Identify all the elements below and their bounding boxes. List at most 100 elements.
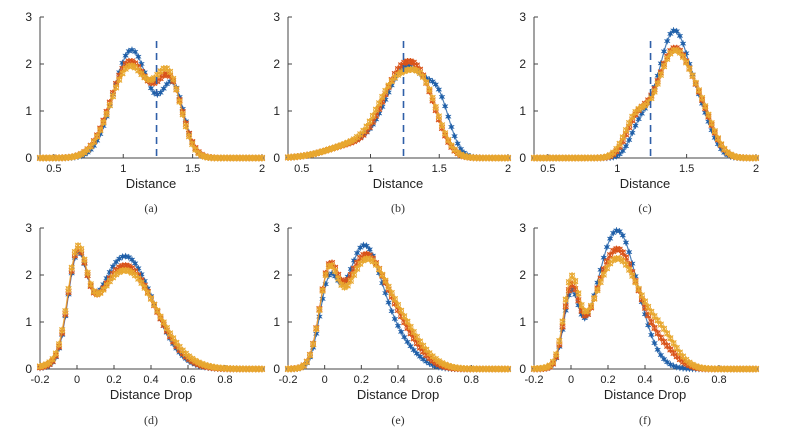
data-point-ring	[629, 113, 636, 120]
y-tick-label: 0	[273, 151, 280, 165]
x-tick-label: 0.4	[390, 374, 405, 386]
data-point-ring	[106, 278, 113, 285]
data-point-ring	[651, 313, 658, 320]
x-tick-label: 0.2	[600, 374, 615, 386]
data-point-ring	[357, 260, 364, 267]
data-point-ring	[547, 362, 553, 369]
data-point-ring	[667, 346, 674, 353]
data-point-ring	[189, 141, 196, 147]
data-point-ring	[591, 295, 598, 302]
data-point-ring	[392, 74, 398, 81]
data-point-ring	[186, 133, 192, 140]
data-point-ring	[94, 133, 100, 140]
data-point-ring	[585, 308, 591, 314]
data-point-ring	[385, 82, 392, 89]
data-point-ring	[451, 146, 458, 153]
panel-caption: (b)	[391, 201, 405, 215]
data-point-ring	[97, 290, 104, 296]
data-point-ring	[192, 146, 199, 153]
data-point-ring	[170, 76, 177, 82]
data-point	[616, 227, 624, 236]
data-point-ring	[91, 139, 97, 145]
data-point	[438, 92, 446, 101]
data-point-ring	[664, 55, 671, 62]
data-point-ring	[363, 123, 370, 130]
data-point-ring	[654, 330, 661, 336]
data-point-ring	[173, 340, 180, 346]
data-point-ring	[689, 72, 696, 79]
data-point-ring	[395, 302, 401, 308]
data-point-ring	[718, 141, 724, 148]
data-point-ring	[179, 111, 186, 118]
panel-a: 0 1 2 3 0.5 1 1.5 2 Distance (a)	[25, 10, 266, 215]
data-point-ring	[370, 258, 376, 264]
x-tick-label: -0.2	[525, 374, 544, 386]
x-tick-label: 0.6	[180, 374, 195, 386]
data-point-ring	[623, 254, 629, 261]
data-point-ring	[49, 356, 56, 362]
data-point	[651, 339, 658, 348]
x-axis-label: Distance Drop	[604, 387, 686, 402]
data-point-ring	[100, 286, 107, 293]
data-point-ring	[87, 281, 94, 288]
data-point	[407, 342, 414, 351]
data-point-ring	[566, 287, 572, 294]
data-point-ring	[600, 271, 607, 278]
data-point-ring	[173, 86, 180, 93]
data-point-ring	[715, 135, 721, 142]
data-point-ring	[259, 155, 265, 161]
data-point-ring	[613, 146, 620, 152]
data-point	[451, 132, 458, 141]
data-point	[388, 307, 396, 316]
y-tick-label: 2	[273, 268, 280, 282]
y-tick-label: 1	[25, 104, 32, 118]
data-point-ring	[348, 278, 354, 284]
x-tick-label: 0.2	[354, 374, 369, 386]
x-tick-label: -0.2	[31, 374, 50, 386]
x-tick-label: 0.8	[217, 374, 232, 386]
x-tick-label: 1.5	[432, 163, 447, 175]
data-point-ring	[322, 272, 329, 278]
data-point-ring	[670, 340, 677, 347]
data-point-ring	[588, 303, 594, 309]
series-line	[534, 29, 756, 159]
data-point-ring	[619, 134, 626, 141]
data-point-ring	[667, 335, 674, 342]
data-point-ring	[711, 128, 718, 135]
data-point-ring	[65, 286, 72, 292]
data-point-ring	[638, 104, 645, 110]
panel-caption: (c)	[638, 201, 651, 215]
data-point-ring	[68, 264, 75, 271]
series-line	[287, 64, 508, 159]
data-point-ring	[300, 362, 307, 369]
x-tick-label: 0.4	[143, 374, 158, 386]
data-point-ring	[59, 327, 66, 334]
data-point-ring	[623, 261, 629, 268]
data-point	[125, 253, 133, 262]
series-1	[530, 245, 760, 373]
panel-b: 0 1 2 3 0.5 1 1.5 2 Distance (b)	[273, 10, 512, 215]
data-point-ring	[56, 341, 62, 348]
series-line	[287, 258, 508, 370]
data-point	[128, 45, 136, 54]
x-tick-label: 0.8	[711, 374, 726, 386]
data-point-ring	[379, 271, 386, 278]
data-point-ring	[445, 137, 452, 143]
data-point-ring	[658, 334, 664, 341]
data-point-ring	[46, 359, 53, 366]
data-point-ring	[148, 295, 154, 302]
x-tick-label: 0.5	[294, 163, 309, 175]
series-1	[36, 57, 266, 162]
data-point-ring	[385, 283, 392, 290]
data-point-ring	[388, 78, 395, 84]
y-tick-label: 2	[519, 57, 526, 71]
data-point-ring	[388, 290, 395, 296]
data-point	[660, 47, 668, 56]
data-point-ring	[632, 279, 639, 286]
data-point-ring	[632, 109, 639, 115]
data-point	[394, 321, 402, 330]
data-point-ring	[183, 123, 189, 130]
data-point-ring	[569, 272, 575, 279]
data-point	[701, 108, 709, 117]
data-point-ring	[417, 70, 423, 76]
